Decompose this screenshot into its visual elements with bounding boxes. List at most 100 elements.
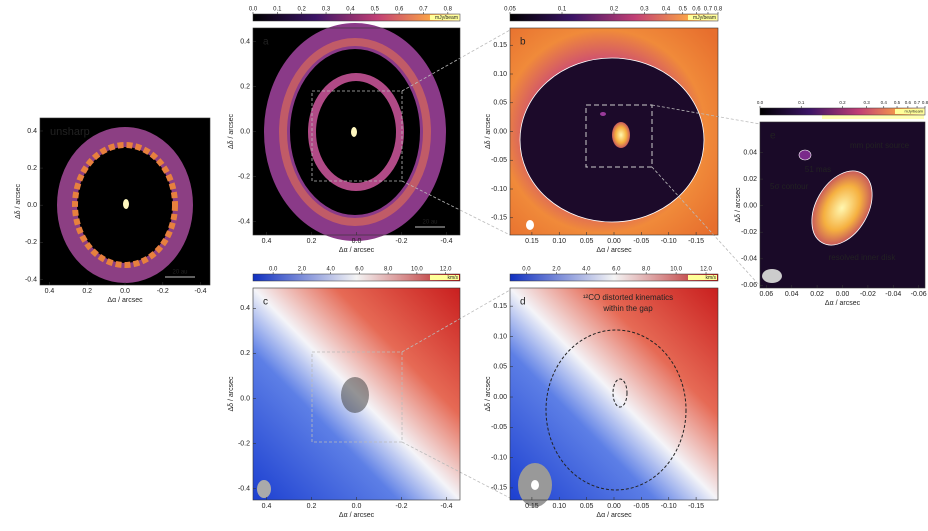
x-tick-label: 0.10 xyxy=(552,238,566,245)
panel-label: e xyxy=(770,131,776,142)
colorbar-unit: km/s xyxy=(447,275,458,281)
colorbar-tick-label: 10.0 xyxy=(411,267,423,273)
y-tick-label: 0.4 xyxy=(240,305,250,312)
y-tick-label: -0.4 xyxy=(25,276,37,283)
colorbar-tick-label: 0.3 xyxy=(863,100,870,105)
y-tick-label: 0.00 xyxy=(743,203,757,210)
y-tick-label: 0.10 xyxy=(493,333,507,340)
annotation: ¹²CO distorted kinematics xyxy=(583,293,673,302)
colorbar-tick-label: 0.3 xyxy=(640,7,649,13)
x-tick-label: 0.05 xyxy=(580,238,594,245)
colorbar-tick-label: 0.0 xyxy=(522,267,531,273)
y-tick-label: -0.15 xyxy=(491,215,507,222)
x-tick-label: 0.0 xyxy=(352,503,362,510)
x-tick-label: -0.2 xyxy=(395,238,407,245)
panel-label: a xyxy=(263,37,269,48)
colorbar-tick-label: 0.0 xyxy=(249,7,258,13)
y-tick-label: 0.15 xyxy=(493,303,507,310)
y-axis-label: Δδ / arcsec xyxy=(485,376,492,412)
colorbar-tick-label: 0.7 xyxy=(704,7,713,13)
x-axis-label: Δα / arcsec xyxy=(596,247,632,254)
y-tick-label: -0.05 xyxy=(491,157,507,164)
colorbar xyxy=(510,14,718,21)
colorbar-tick-label: 0.5 xyxy=(894,100,901,105)
x-tick-label: -0.4 xyxy=(440,238,452,245)
x-tick-label: -0.2 xyxy=(395,503,407,510)
x-tick-label: 0.04 xyxy=(785,291,799,298)
colorbar-tick-label: 8.0 xyxy=(384,267,393,273)
y-tick-label: -0.4 xyxy=(238,486,250,493)
y-tick-label: -0.02 xyxy=(741,229,757,236)
colorbar-tick-label: 0.5 xyxy=(371,7,380,13)
y-tick-label: 0.0 xyxy=(240,128,250,135)
annotation: within the gap xyxy=(602,304,653,313)
scalebar-label: 20 au xyxy=(172,270,187,276)
x-tick-label: -0.05 xyxy=(633,503,649,510)
x-tick-label: 0.4 xyxy=(262,503,272,510)
x-tick-label: 0.4 xyxy=(45,288,55,295)
colorbar-tick-label: 0.4 xyxy=(662,7,671,13)
panel-images xyxy=(40,28,925,507)
x-tick-label: -0.06 xyxy=(911,291,927,298)
x-tick-label: -0.02 xyxy=(860,291,876,298)
colorbar-tick-label: 0.6 xyxy=(395,7,404,13)
x-tick-label: 0.10 xyxy=(552,503,566,510)
x-tick-label: 0.2 xyxy=(307,503,317,510)
colorbar-tick-label: 4.0 xyxy=(582,267,591,273)
colorbar-tick-label: 0.0 xyxy=(269,267,278,273)
colorbar xyxy=(510,274,718,281)
panel-label: unsharp xyxy=(50,126,90,138)
x-axis-label: Δα / arcsec xyxy=(339,512,375,519)
colorbar-tick-label: 0.0 xyxy=(757,100,764,105)
x-axis-label: Δα / arcsec xyxy=(107,297,143,304)
y-tick-label: 0.05 xyxy=(493,100,507,107)
colorbar-unit: mJy/beam xyxy=(905,109,924,114)
colorbar-tick-label: 2.0 xyxy=(298,267,307,273)
y-tick-label: 0.2 xyxy=(240,83,250,90)
y-axis-label: Δδ / arcsec xyxy=(228,113,235,149)
x-tick-label: -0.15 xyxy=(688,503,704,510)
colorbar-tick-label: 4.0 xyxy=(326,267,335,273)
x-tick-label: 0.15 xyxy=(525,503,539,510)
x-tick-label: 0.00 xyxy=(607,238,621,245)
x-tick-label: 0.2 xyxy=(82,288,92,295)
x-axis-label: Δα / arcsec xyxy=(339,247,375,254)
x-tick-label: 0.06 xyxy=(760,291,774,298)
x-tick-label: 0.00 xyxy=(607,503,621,510)
colorbar-tick-label: 0.8 xyxy=(922,100,928,105)
y-tick-label: 0.00 xyxy=(493,128,507,135)
figure: 0.4 0.2 0.0 -0.2 -0.4 0.4 0.2 0.0 -0.2 -0.4 Δα / a… xyxy=(0,0,928,531)
colorbar-unit: mJy/beam xyxy=(693,15,716,21)
colorbar-tick-label: 8.0 xyxy=(642,267,651,273)
x-tick-label: 0.00 xyxy=(836,291,850,298)
x-tick-label: 0.02 xyxy=(810,291,824,298)
annotation: 51 mas xyxy=(805,165,831,174)
y-tick-label: -0.06 xyxy=(741,282,757,289)
colorbar-tick-label: 12.0 xyxy=(440,267,452,273)
y-tick-label: -0.15 xyxy=(491,485,507,492)
colorbar-tick-label: 0.4 xyxy=(346,7,355,13)
y-tick-label: -0.05 xyxy=(491,424,507,431)
y-tick-label: 0.0 xyxy=(240,395,250,402)
y-tick-label: -0.4 xyxy=(238,218,250,225)
colorbar-tick-label: 0.1 xyxy=(798,100,805,105)
y-axis-label: Δδ / arcsec xyxy=(15,183,22,219)
y-tick-label: 0.00 xyxy=(493,394,507,401)
x-tick-label: -0.10 xyxy=(661,238,677,245)
y-tick-label: -0.10 xyxy=(491,454,507,461)
y-tick-label: 0.04 xyxy=(743,149,757,156)
panel-label: d xyxy=(520,297,526,308)
y-tick-label: -0.10 xyxy=(491,186,507,193)
x-tick-label: 0.15 xyxy=(525,238,539,245)
colorbar-tick-label: 0.1 xyxy=(558,7,567,13)
x-tick-label: -0.15 xyxy=(688,238,704,245)
colorbar xyxy=(253,274,460,281)
annotation: 5σ contour xyxy=(770,182,809,191)
colorbar-tick-label: 0.6 xyxy=(692,7,701,13)
colorbar-tick-label: 0.6 xyxy=(905,100,912,105)
x-tick-label: 0.0 xyxy=(120,288,130,295)
x-tick-label: 0.05 xyxy=(580,503,594,510)
y-tick-label: 0.4 xyxy=(240,38,250,45)
colorbar-tick-label: 0.4 xyxy=(881,100,888,105)
colorbar-tick-label: 12.0 xyxy=(700,267,712,273)
